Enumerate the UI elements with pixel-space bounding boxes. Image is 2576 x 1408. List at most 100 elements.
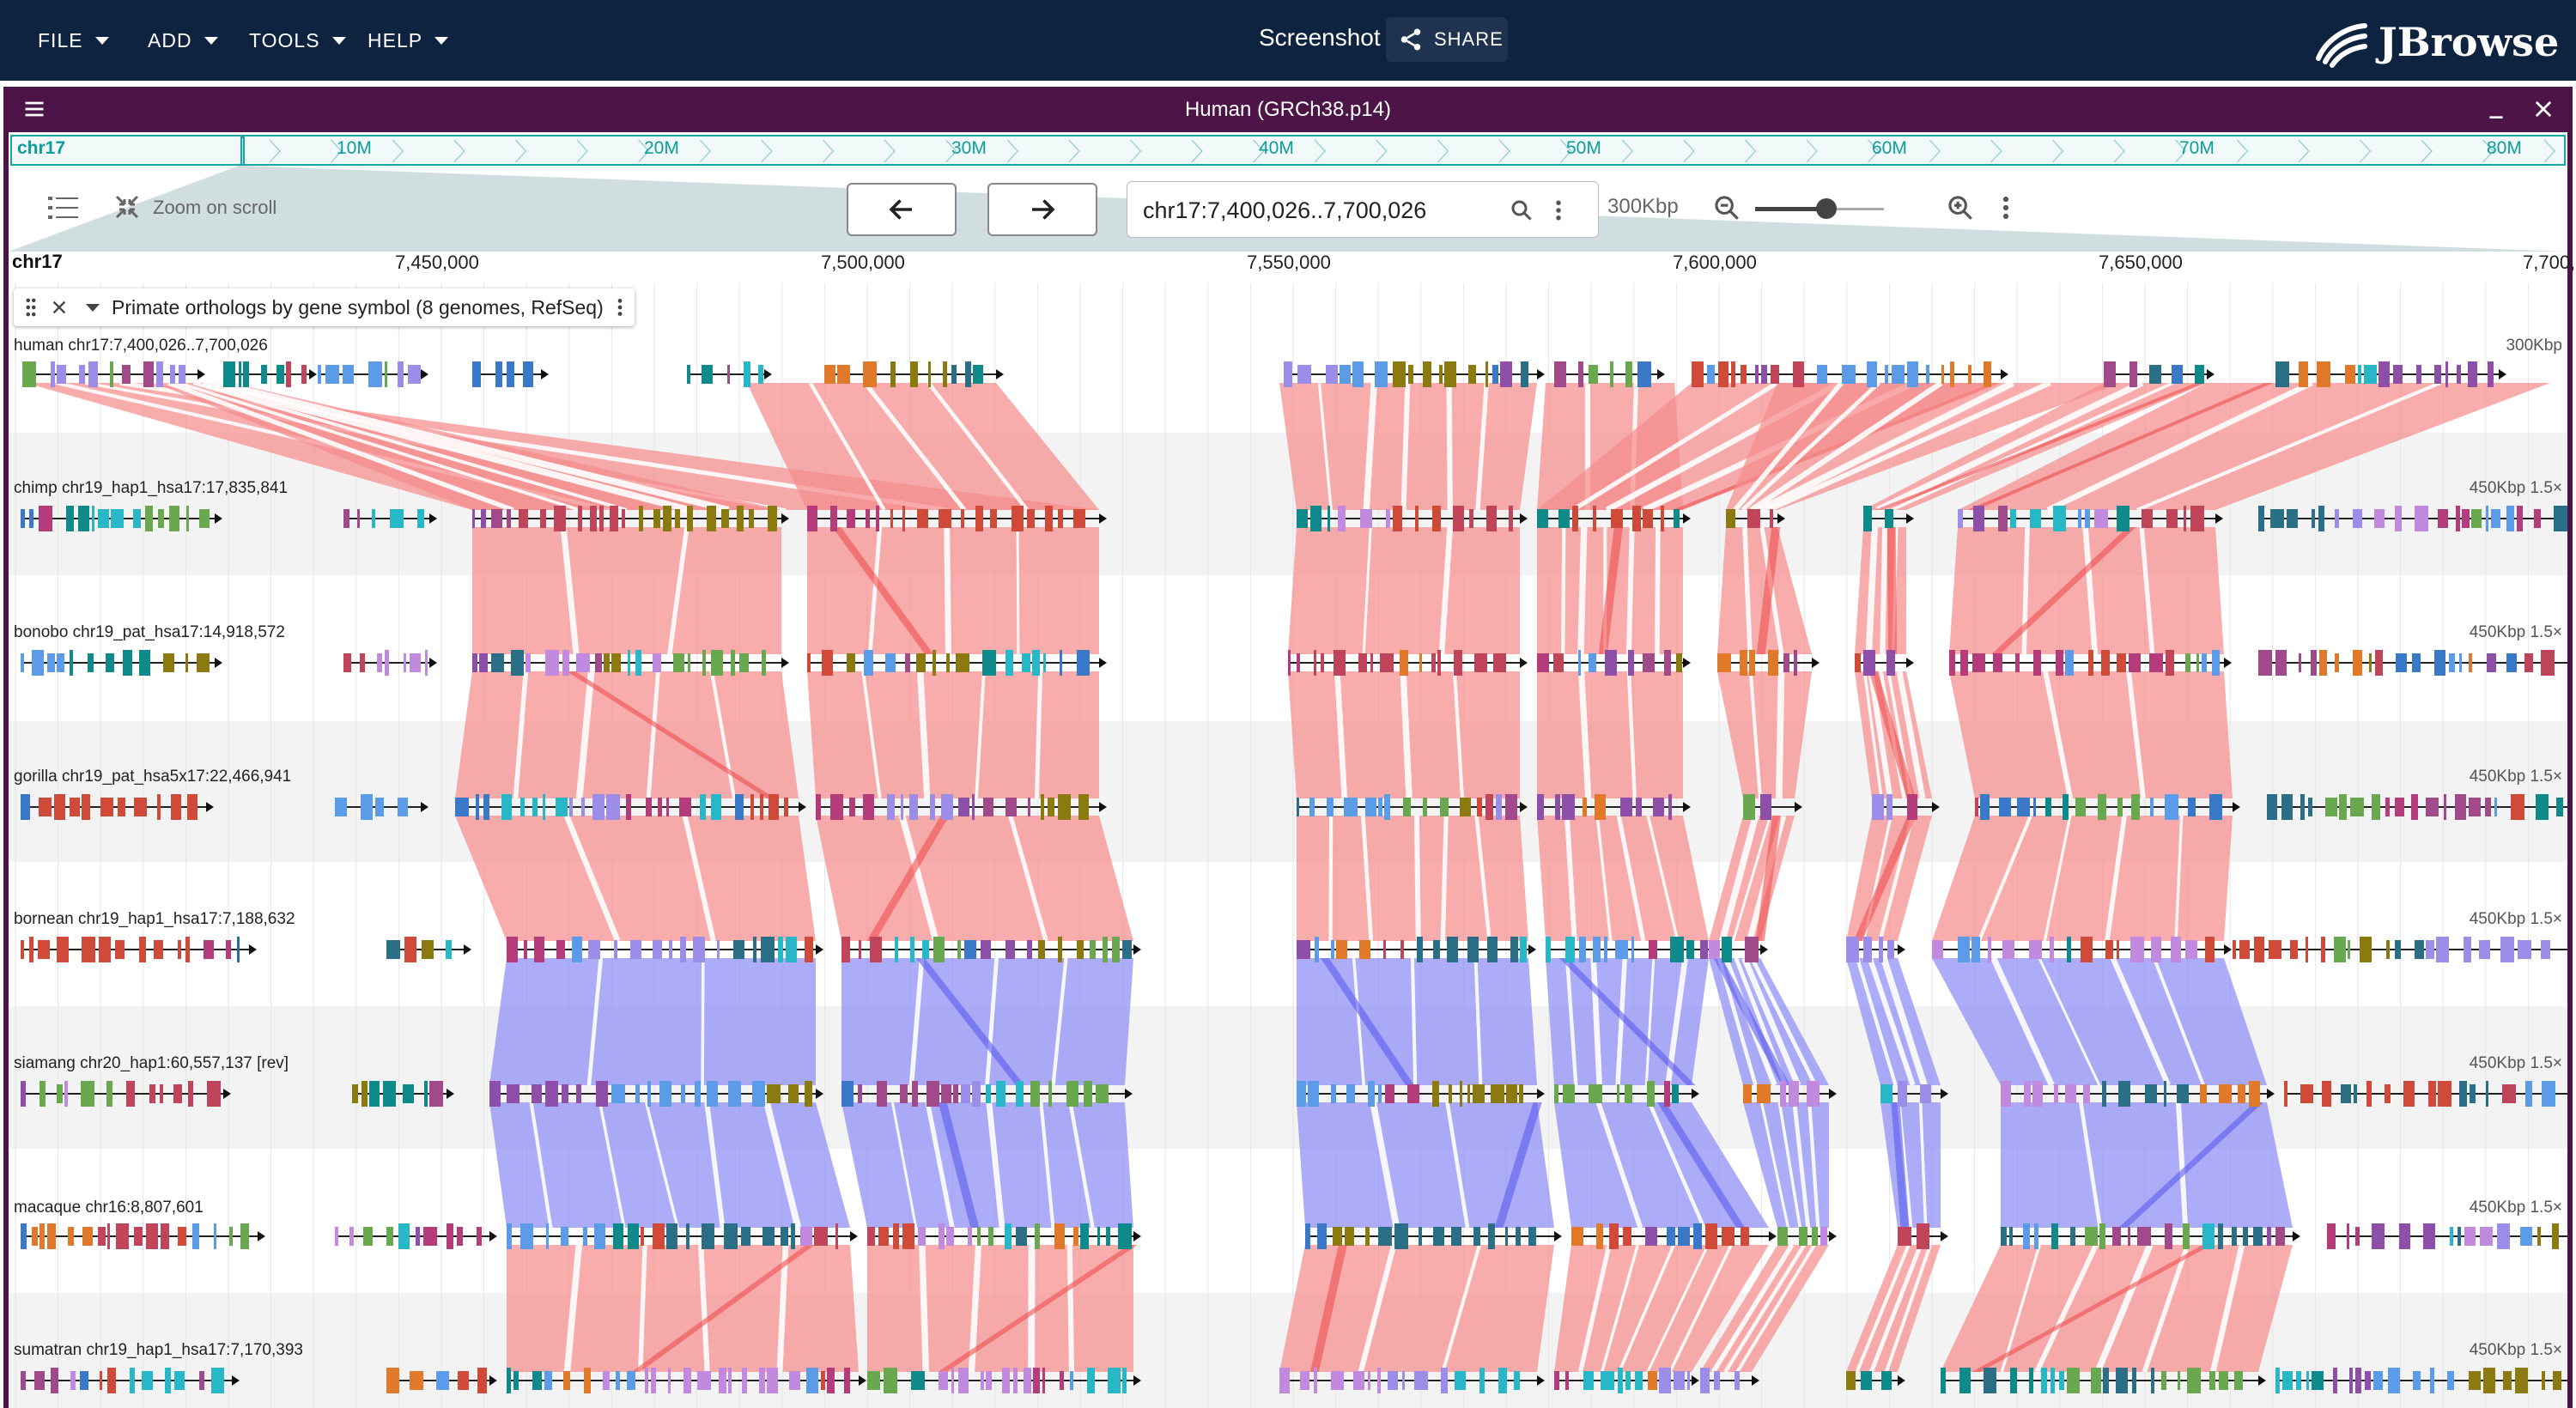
gene-exon[interactable] — [357, 509, 360, 528]
gene-exon[interactable] — [199, 509, 210, 528]
gene-exon[interactable] — [2385, 798, 2390, 816]
gene-exon[interactable] — [513, 1371, 519, 1390]
gene-exon[interactable] — [1488, 1223, 1495, 1249]
overview-highlight[interactable] — [240, 137, 245, 166]
gene-exon[interactable] — [115, 940, 125, 959]
gene-exon[interactable] — [2306, 1371, 2309, 1390]
synteny-ribbon[interactable] — [1537, 671, 1683, 798]
gene-exon[interactable] — [2270, 509, 2284, 528]
gene-exon[interactable] — [596, 1081, 608, 1107]
gene-exon[interactable] — [867, 1227, 875, 1246]
gene-exon[interactable] — [123, 650, 132, 676]
gene-exon[interactable] — [2480, 1227, 2493, 1246]
genome-row[interactable] — [21, 1368, 2567, 1393]
gene-exon[interactable] — [1558, 509, 1570, 528]
gene-exon[interactable] — [187, 794, 197, 820]
gene-exon[interactable] — [2196, 653, 2199, 672]
gene-exon[interactable] — [2449, 653, 2455, 672]
gene-exon[interactable] — [57, 937, 69, 962]
gene-exon[interactable] — [398, 361, 404, 387]
gene-exon[interactable] — [2209, 1371, 2215, 1390]
gene-exon[interactable] — [697, 1371, 711, 1390]
gene-exon[interactable] — [489, 1081, 501, 1107]
gene-exon[interactable] — [731, 650, 735, 676]
gene-exon[interactable] — [32, 1227, 38, 1246]
gene-exon[interactable] — [1492, 365, 1498, 384]
gene-exon[interactable] — [2403, 1081, 2415, 1107]
session-title[interactable]: Screenshot — [1259, 24, 1381, 51]
gene-exon[interactable] — [2010, 509, 2016, 528]
gene-exon[interactable] — [2395, 798, 2404, 816]
gene-exon[interactable] — [211, 1368, 224, 1393]
gene-exon[interactable] — [1589, 653, 1596, 672]
gene-exon[interactable] — [149, 1084, 155, 1103]
gene-exon[interactable] — [360, 653, 365, 672]
gene-exon[interactable] — [2161, 1371, 2166, 1390]
gene-exon[interactable] — [2187, 1368, 2201, 1393]
gene-exon[interactable] — [1770, 509, 1773, 528]
view-options-icon[interactable] — [1999, 193, 2013, 222]
gene-exon[interactable] — [1060, 1371, 1064, 1390]
gene-exon[interactable] — [98, 509, 109, 528]
gene-exon[interactable] — [658, 798, 662, 816]
gene-exon[interactable] — [1514, 1371, 1520, 1390]
gene-exon[interactable] — [1686, 940, 1694, 959]
gene-exon[interactable] — [1670, 937, 1684, 962]
gene-exon[interactable] — [178, 940, 181, 959]
gene-exon[interactable] — [867, 1371, 880, 1390]
gene-exon[interactable] — [2525, 1081, 2532, 1107]
gene-exon[interactable] — [1604, 937, 1607, 962]
gene-exon[interactable] — [410, 653, 421, 672]
gene-exon[interactable] — [165, 1368, 171, 1393]
gene-exon[interactable] — [479, 653, 488, 672]
gene-exon[interactable] — [1709, 940, 1720, 959]
gene-exon[interactable] — [507, 1368, 511, 1393]
gene-exon[interactable] — [1058, 794, 1071, 820]
search-icon[interactable] — [1509, 197, 1534, 223]
gene-exon[interactable] — [2552, 1223, 2559, 1249]
gene-exon[interactable] — [724, 1223, 738, 1249]
synteny-ribbon[interactable] — [1279, 1245, 1554, 1372]
gene-exon[interactable] — [1520, 937, 1527, 962]
gene-exon[interactable] — [1693, 1223, 1702, 1249]
gene-exon[interactable] — [2416, 365, 2421, 384]
gene-exon[interactable] — [2469, 1371, 2481, 1390]
gene-exon[interactable] — [733, 940, 744, 959]
gene-exon[interactable] — [2488, 361, 2494, 387]
gene-exon[interactable] — [2029, 1368, 2033, 1393]
gene-exon[interactable] — [78, 506, 89, 531]
gene-exon[interactable] — [2379, 361, 2390, 387]
gene-exon[interactable] — [410, 1371, 423, 1390]
gene-exon[interactable] — [1467, 1084, 1470, 1103]
gene-exon[interactable] — [2150, 798, 2154, 816]
gene-exon[interactable] — [1321, 653, 1324, 672]
gene-exon[interactable] — [2267, 1227, 2271, 1246]
gene-exon[interactable] — [1783, 653, 1789, 672]
gene-exon[interactable] — [711, 650, 723, 676]
gene-exon[interactable] — [581, 798, 585, 816]
gene-exon[interactable] — [592, 794, 605, 820]
gene-exon[interactable] — [1571, 1227, 1583, 1246]
gene-exon[interactable] — [844, 1368, 850, 1393]
gene-exon[interactable] — [1377, 1368, 1381, 1393]
gene-exon[interactable] — [477, 1368, 487, 1393]
gene-exon[interactable] — [1880, 1084, 1893, 1103]
gene-exon[interactable] — [910, 361, 918, 387]
gene-exon[interactable] — [519, 509, 528, 528]
gene-exon[interactable] — [21, 653, 24, 672]
gene-exon[interactable] — [847, 653, 855, 672]
gene-exon[interactable] — [1487, 937, 1498, 962]
gene-exon[interactable] — [1610, 361, 1613, 387]
gene-exon[interactable] — [1892, 365, 1905, 384]
gene-exon[interactable] — [2063, 794, 2069, 820]
gene-exon[interactable] — [983, 798, 993, 816]
gene-exon[interactable] — [81, 1081, 94, 1107]
gene-exon[interactable] — [1846, 1371, 1856, 1390]
gene-exon[interactable] — [1554, 1371, 1559, 1390]
gene-exon[interactable] — [122, 365, 131, 384]
gene-exon[interactable] — [2267, 794, 2277, 820]
gene-exon[interactable] — [877, 1081, 887, 1107]
gene-exon[interactable] — [610, 506, 618, 531]
gene-exon[interactable] — [2001, 1227, 2007, 1246]
gene-exon[interactable] — [951, 365, 957, 384]
